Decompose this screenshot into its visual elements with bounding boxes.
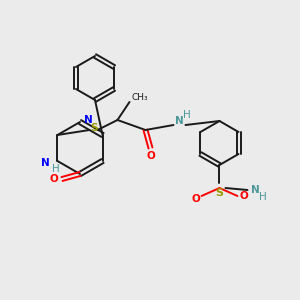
Text: O: O — [239, 191, 248, 201]
Text: N: N — [251, 185, 260, 195]
Text: O: O — [191, 194, 200, 204]
Text: N: N — [84, 115, 93, 125]
Text: CH₃: CH₃ — [131, 92, 148, 101]
Text: S: S — [91, 123, 98, 133]
Text: N: N — [41, 158, 50, 168]
Text: O: O — [50, 174, 58, 184]
Text: N: N — [176, 116, 184, 126]
Text: O: O — [146, 151, 155, 161]
Text: H: H — [184, 110, 191, 120]
Text: S: S — [215, 188, 223, 198]
Text: H: H — [52, 164, 59, 174]
Text: H: H — [260, 192, 267, 202]
